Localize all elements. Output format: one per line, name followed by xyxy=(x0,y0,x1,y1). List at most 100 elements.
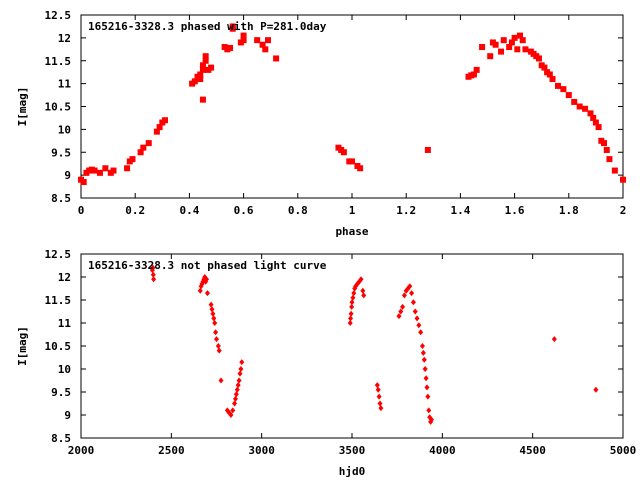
x-axis-label: phase xyxy=(335,225,368,238)
data-point xyxy=(549,76,556,83)
x-tick-label: 3500 xyxy=(339,444,366,457)
data-point xyxy=(606,156,613,163)
y-tick-label: 10 xyxy=(58,123,71,136)
data-point xyxy=(506,44,513,51)
data-point xyxy=(347,320,353,326)
data-point xyxy=(514,46,521,53)
data-point xyxy=(595,124,602,131)
data-point xyxy=(590,114,597,121)
data-point xyxy=(500,37,507,44)
x-tick-label: 1.8 xyxy=(559,204,579,217)
data-point xyxy=(204,276,210,283)
data-point xyxy=(361,292,367,299)
data-point xyxy=(508,39,515,46)
data-point xyxy=(420,349,426,356)
x-tick-label: 0.6 xyxy=(234,204,254,217)
data-point xyxy=(498,48,505,55)
data-point xyxy=(592,119,599,126)
data-point xyxy=(416,322,422,329)
y-axis-label: I[mag] xyxy=(16,326,29,366)
data-point xyxy=(213,329,219,336)
data-point xyxy=(191,78,198,85)
x-tick-label: 0.2 xyxy=(125,204,145,217)
data-point xyxy=(208,301,214,308)
data-point xyxy=(396,313,402,320)
data-point xyxy=(197,287,203,294)
data-point xyxy=(110,167,117,174)
data-point xyxy=(560,86,567,93)
data-point xyxy=(349,303,355,310)
data-point xyxy=(264,37,271,44)
x-axis-label: hjd0 xyxy=(339,465,366,478)
x-tick-label: 2 xyxy=(620,204,627,217)
data-point xyxy=(360,287,366,294)
y-tick-label: 11.5 xyxy=(45,55,72,68)
data-point xyxy=(124,165,131,172)
data-point xyxy=(378,405,384,412)
data-point xyxy=(582,105,589,112)
data-point xyxy=(428,416,434,423)
chart-panel-2: 2000 2500 3000 3500 4000 4500 5000 8.5 9 9.5 10 10.… xyxy=(16,248,636,478)
y-tick-label: 12 xyxy=(58,32,71,45)
data-point xyxy=(473,66,480,73)
data-point xyxy=(211,315,217,322)
data-point xyxy=(424,384,430,391)
y-tick-label: 8.5 xyxy=(51,432,71,445)
data-point xyxy=(419,343,425,349)
y-tick-label: 9 xyxy=(64,169,71,182)
data-point xyxy=(210,310,216,317)
data-point xyxy=(262,46,269,53)
data-point xyxy=(351,290,357,297)
data-point xyxy=(601,140,608,147)
data-point xyxy=(230,407,236,414)
data-point xyxy=(374,382,380,389)
x-tick-label: 1.6 xyxy=(505,204,525,217)
data-point xyxy=(541,64,548,71)
data-point xyxy=(426,407,432,414)
data-point xyxy=(204,290,210,297)
y-tick-label: 11 xyxy=(58,78,72,91)
data-point xyxy=(156,124,163,131)
data-point xyxy=(129,156,136,163)
data-point xyxy=(517,32,524,39)
data-point xyxy=(237,370,243,377)
data-point xyxy=(232,400,238,407)
data-point xyxy=(162,117,169,124)
x-tick-label: 5000 xyxy=(610,444,637,457)
data-point xyxy=(96,169,103,176)
y-tick-label: 9.5 xyxy=(51,386,71,399)
x-tick-label: 3000 xyxy=(248,444,275,457)
data-point xyxy=(620,176,626,183)
data-point xyxy=(511,34,518,41)
data-point xyxy=(202,53,209,60)
data-point xyxy=(418,329,424,336)
data-point xyxy=(199,66,206,73)
data-point xyxy=(554,82,561,89)
data-point xyxy=(357,165,364,172)
data-point xyxy=(137,149,144,156)
data-point xyxy=(340,149,347,156)
data-point xyxy=(235,382,241,389)
data-point xyxy=(375,386,381,393)
y-tick-label: 11 xyxy=(58,317,72,330)
data-point xyxy=(273,55,280,62)
data-point xyxy=(358,276,364,283)
data-point xyxy=(400,303,406,310)
data-point xyxy=(398,308,404,315)
data-point xyxy=(228,412,234,418)
y-tick-label: 10.5 xyxy=(45,340,72,353)
y-tick-label: 11.5 xyxy=(45,294,72,307)
data-point xyxy=(401,292,407,299)
data-point xyxy=(151,276,157,283)
data-point xyxy=(376,393,382,400)
y-tick-label: 10.5 xyxy=(45,101,72,114)
data-point xyxy=(412,308,418,315)
data-point xyxy=(80,178,87,185)
x-tick-label: 2500 xyxy=(158,444,185,457)
data-point xyxy=(227,44,234,51)
data-point xyxy=(197,71,204,78)
data-point xyxy=(216,347,222,354)
plot-frame xyxy=(80,14,624,199)
data-point xyxy=(349,158,355,165)
